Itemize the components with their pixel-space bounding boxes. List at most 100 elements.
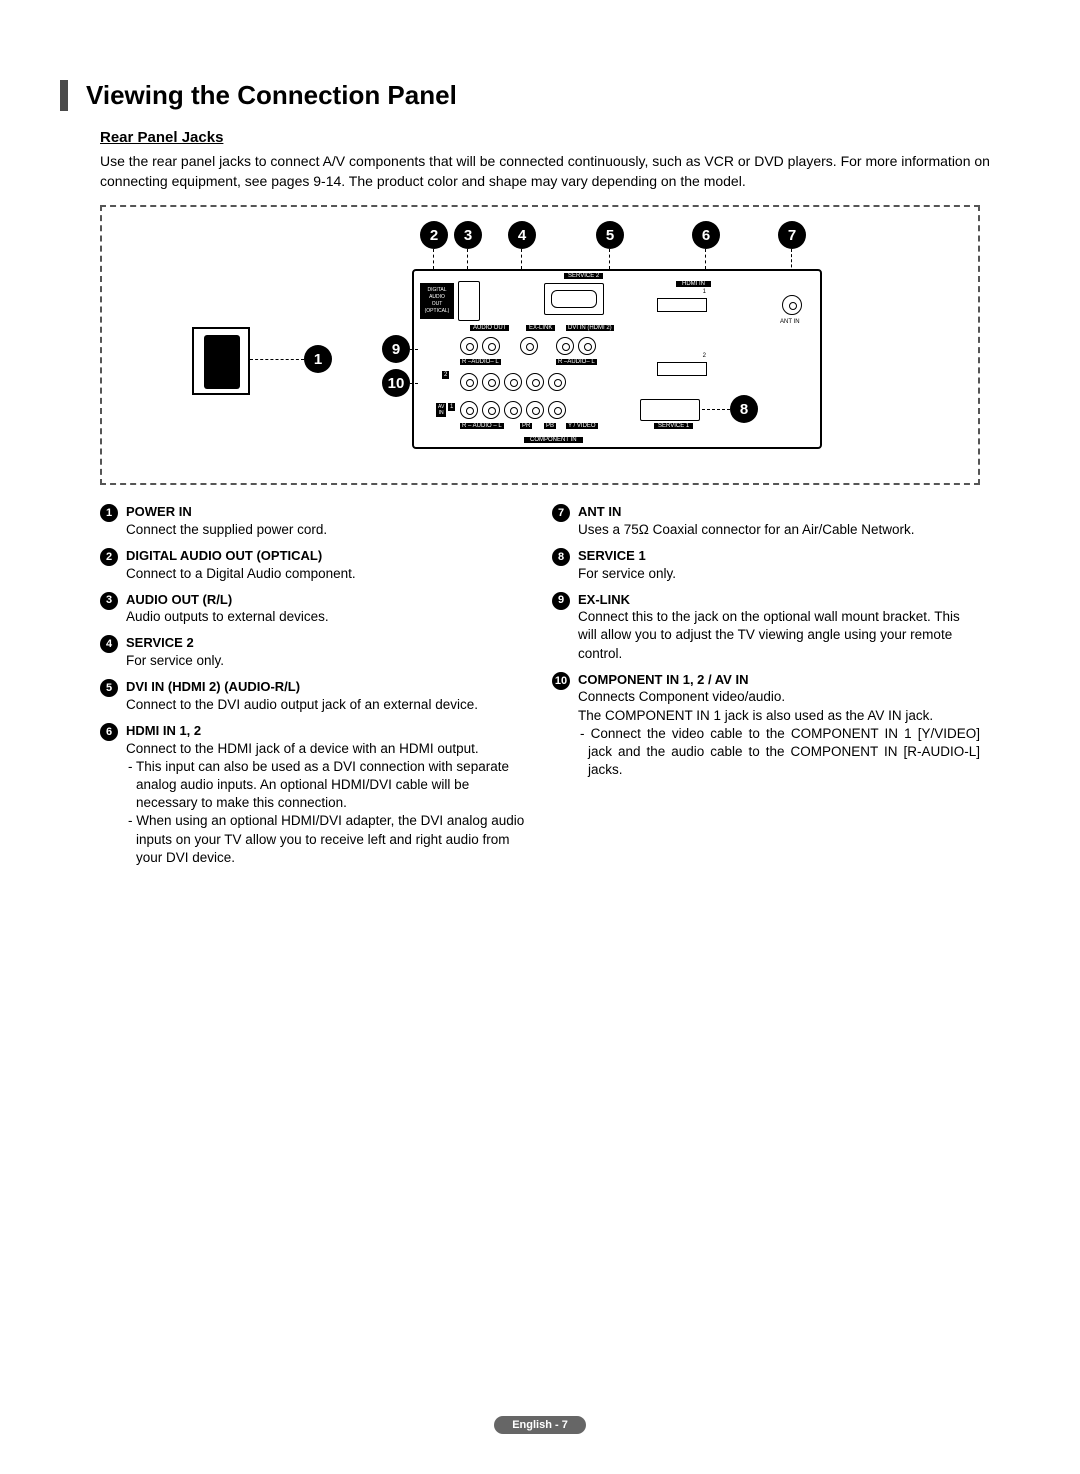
- row-audio-out: [458, 335, 502, 362]
- desc-item-body: SERVICE 2For service only.: [126, 634, 528, 670]
- desc-item-body: ANT INUses a 75Ω Coaxial connector for a…: [578, 503, 980, 539]
- leader-line: [467, 249, 468, 269]
- desc-item-heading: HDMI IN 1, 2: [126, 722, 528, 740]
- page-title: Viewing the Connection Panel: [86, 80, 1020, 111]
- label-service1: SERVICE 1: [654, 423, 693, 429]
- desc-item-body: DIGITAL AUDIO OUT (OPTICAL)Connect to a …: [126, 547, 528, 583]
- desc-item-number: 3: [100, 592, 118, 610]
- right-column: 7 ANT INUses a 75Ω Coaxial connector for …: [552, 503, 980, 875]
- desc-item-heading: ANT IN: [578, 503, 980, 521]
- desc-item-line: For service only.: [126, 652, 528, 670]
- label-audio-rl-3: R – AUDIO – L: [460, 423, 504, 429]
- desc-item-body: AUDIO OUT (R/L)Audio outputs to external…: [126, 591, 528, 627]
- desc-item-heading: SERVICE 1: [578, 547, 980, 565]
- desc-item-body: COMPONENT IN 1, 2 / AV INConnects Compon…: [578, 671, 980, 780]
- desc-item-line: Uses a 75Ω Coaxial connector for an Air/…: [578, 521, 980, 539]
- desc-item-number: 4: [100, 635, 118, 653]
- callout-2: 2: [420, 221, 448, 249]
- row-dvi-audio: [554, 335, 598, 362]
- row-component-1: [458, 399, 568, 426]
- desc-item-heading: AUDIO OUT (R/L): [126, 591, 528, 609]
- port-service2: [544, 283, 604, 315]
- panel-outline: DIGITALAUDIOOUT(OPTICAL) SERVICE 2 AUDIO…: [412, 269, 822, 449]
- desc-item-line: Audio outputs to external devices.: [126, 608, 528, 626]
- label-pb: PB: [544, 423, 556, 429]
- desc-item-body: POWER INConnect the supplied power cord.: [126, 503, 528, 539]
- label-dvi-in: DVI IN (HDMI 2): [566, 325, 614, 331]
- label-audio-out: AUDIO OUT: [470, 325, 509, 331]
- callout-7: 7: [778, 221, 806, 249]
- port-service1: [640, 399, 700, 421]
- desc-item-10: 10 COMPONENT IN 1, 2 / AV INConnects Comp…: [552, 671, 980, 780]
- page-footer: English - 7: [60, 1415, 1020, 1434]
- desc-item-dash: - This input can also be used as a DVI c…: [126, 758, 528, 813]
- desc-item-number: 5: [100, 679, 118, 697]
- desc-item-body: SERVICE 1For service only.: [578, 547, 980, 583]
- label-row-1: 1: [448, 403, 455, 411]
- desc-item-heading: SERVICE 2: [126, 634, 528, 652]
- footer-page-label: English - 7: [494, 1416, 586, 1434]
- desc-item-number: 2: [100, 548, 118, 566]
- left-column: 1 POWER INConnect the supplied power cord…: [100, 503, 528, 875]
- label-pr: PR: [520, 423, 532, 429]
- callout-4: 4: [508, 221, 536, 249]
- desc-item-heading: EX-LINK: [578, 591, 980, 609]
- desc-item-line: Connect to the HDMI jack of a device wit…: [126, 740, 528, 758]
- callout-5: 5: [596, 221, 624, 249]
- callout-9: 9: [382, 335, 410, 363]
- desc-item-line: For service only.: [578, 565, 980, 583]
- desc-item-heading: DIGITAL AUDIO OUT (OPTICAL): [126, 547, 528, 565]
- desc-item-number: 7: [552, 504, 570, 522]
- label-audio-rl-2: R –AUDIO– L: [556, 359, 597, 365]
- label-row-2: 2: [442, 371, 449, 379]
- desc-item-heading: DVI IN (HDMI 2) (AUDIO-R/L): [126, 678, 528, 696]
- label-digital-audio: DIGITALAUDIOOUT(OPTICAL): [420, 283, 454, 319]
- desc-item-line: Connect to a Digital Audio component.: [126, 565, 528, 583]
- title-bar: Viewing the Connection Panel: [60, 80, 1020, 111]
- desc-item-line: Connects Component video/audio.: [578, 688, 980, 706]
- callout-6: 6: [692, 221, 720, 249]
- section-subtitle: Rear Panel Jacks: [100, 129, 1020, 146]
- desc-item-body: EX-LINKConnect this to the jack on the o…: [578, 591, 980, 663]
- leader-line: [410, 383, 418, 384]
- hdmi-ports: 1 2: [654, 295, 710, 379]
- leader-line: [250, 359, 304, 360]
- callout-1: 1: [304, 345, 332, 373]
- desc-item-heading: POWER IN: [126, 503, 528, 521]
- desc-item-number: 10: [552, 672, 570, 690]
- port-ex-link: [518, 335, 540, 362]
- desc-item-body: DVI IN (HDMI 2) (AUDIO-R/L)Connect to th…: [126, 678, 528, 714]
- desc-item-dash: - When using an optional HDMI/DVI adapte…: [126, 812, 528, 867]
- power-plug-graphic: [192, 327, 250, 395]
- callout-10: 10: [382, 369, 410, 397]
- description-columns: 1 POWER INConnect the supplied power cord…: [100, 503, 980, 875]
- desc-item-number: 8: [552, 548, 570, 566]
- desc-item-line: Connect the supplied power cord.: [126, 521, 528, 539]
- desc-item-number: 9: [552, 592, 570, 610]
- desc-item-line: Connect this to the jack on the optional…: [578, 608, 980, 663]
- desc-item-8: 8 SERVICE 1For service only.: [552, 547, 980, 583]
- desc-item-1: 1 POWER INConnect the supplied power cord…: [100, 503, 528, 539]
- desc-item-line: The COMPONENT IN 1 jack is also used as …: [578, 707, 980, 725]
- desc-item-line: Connect to the DVI audio output jack of …: [126, 696, 528, 714]
- rear-panel-diagram: 1 2 3 4 5 6 7 DIGITALAUDIOOUT(OPTICAL) S…: [100, 205, 980, 485]
- desc-item-body: HDMI IN 1, 2Connect to the HDMI jack of …: [126, 722, 528, 867]
- desc-item-9: 9 EX-LINKConnect this to the jack on the …: [552, 591, 980, 663]
- leader-line: [433, 249, 434, 269]
- callout-8: 8: [730, 395, 758, 423]
- row-component-2: [458, 371, 568, 398]
- leader-line: [705, 249, 706, 269]
- leader-line: [521, 249, 522, 269]
- desc-item-number: 1: [100, 504, 118, 522]
- leader-line: [609, 249, 610, 269]
- desc-item-4: 4 SERVICE 2For service only.: [100, 634, 528, 670]
- label-y-video: Y / VIDEO: [566, 423, 598, 429]
- intro-text: Use the rear panel jacks to connect A/V …: [100, 152, 1020, 191]
- desc-item-heading: COMPONENT IN 1, 2 / AV IN: [578, 671, 980, 689]
- desc-item-2: 2 DIGITAL AUDIO OUT (OPTICAL)Connect to a…: [100, 547, 528, 583]
- desc-item-dash: - Connect the video cable to the COMPONE…: [578, 725, 980, 780]
- port-optical: [458, 281, 480, 321]
- label-av-in: AVIN: [436, 403, 446, 417]
- leader-line: [702, 409, 730, 410]
- callout-3: 3: [454, 221, 482, 249]
